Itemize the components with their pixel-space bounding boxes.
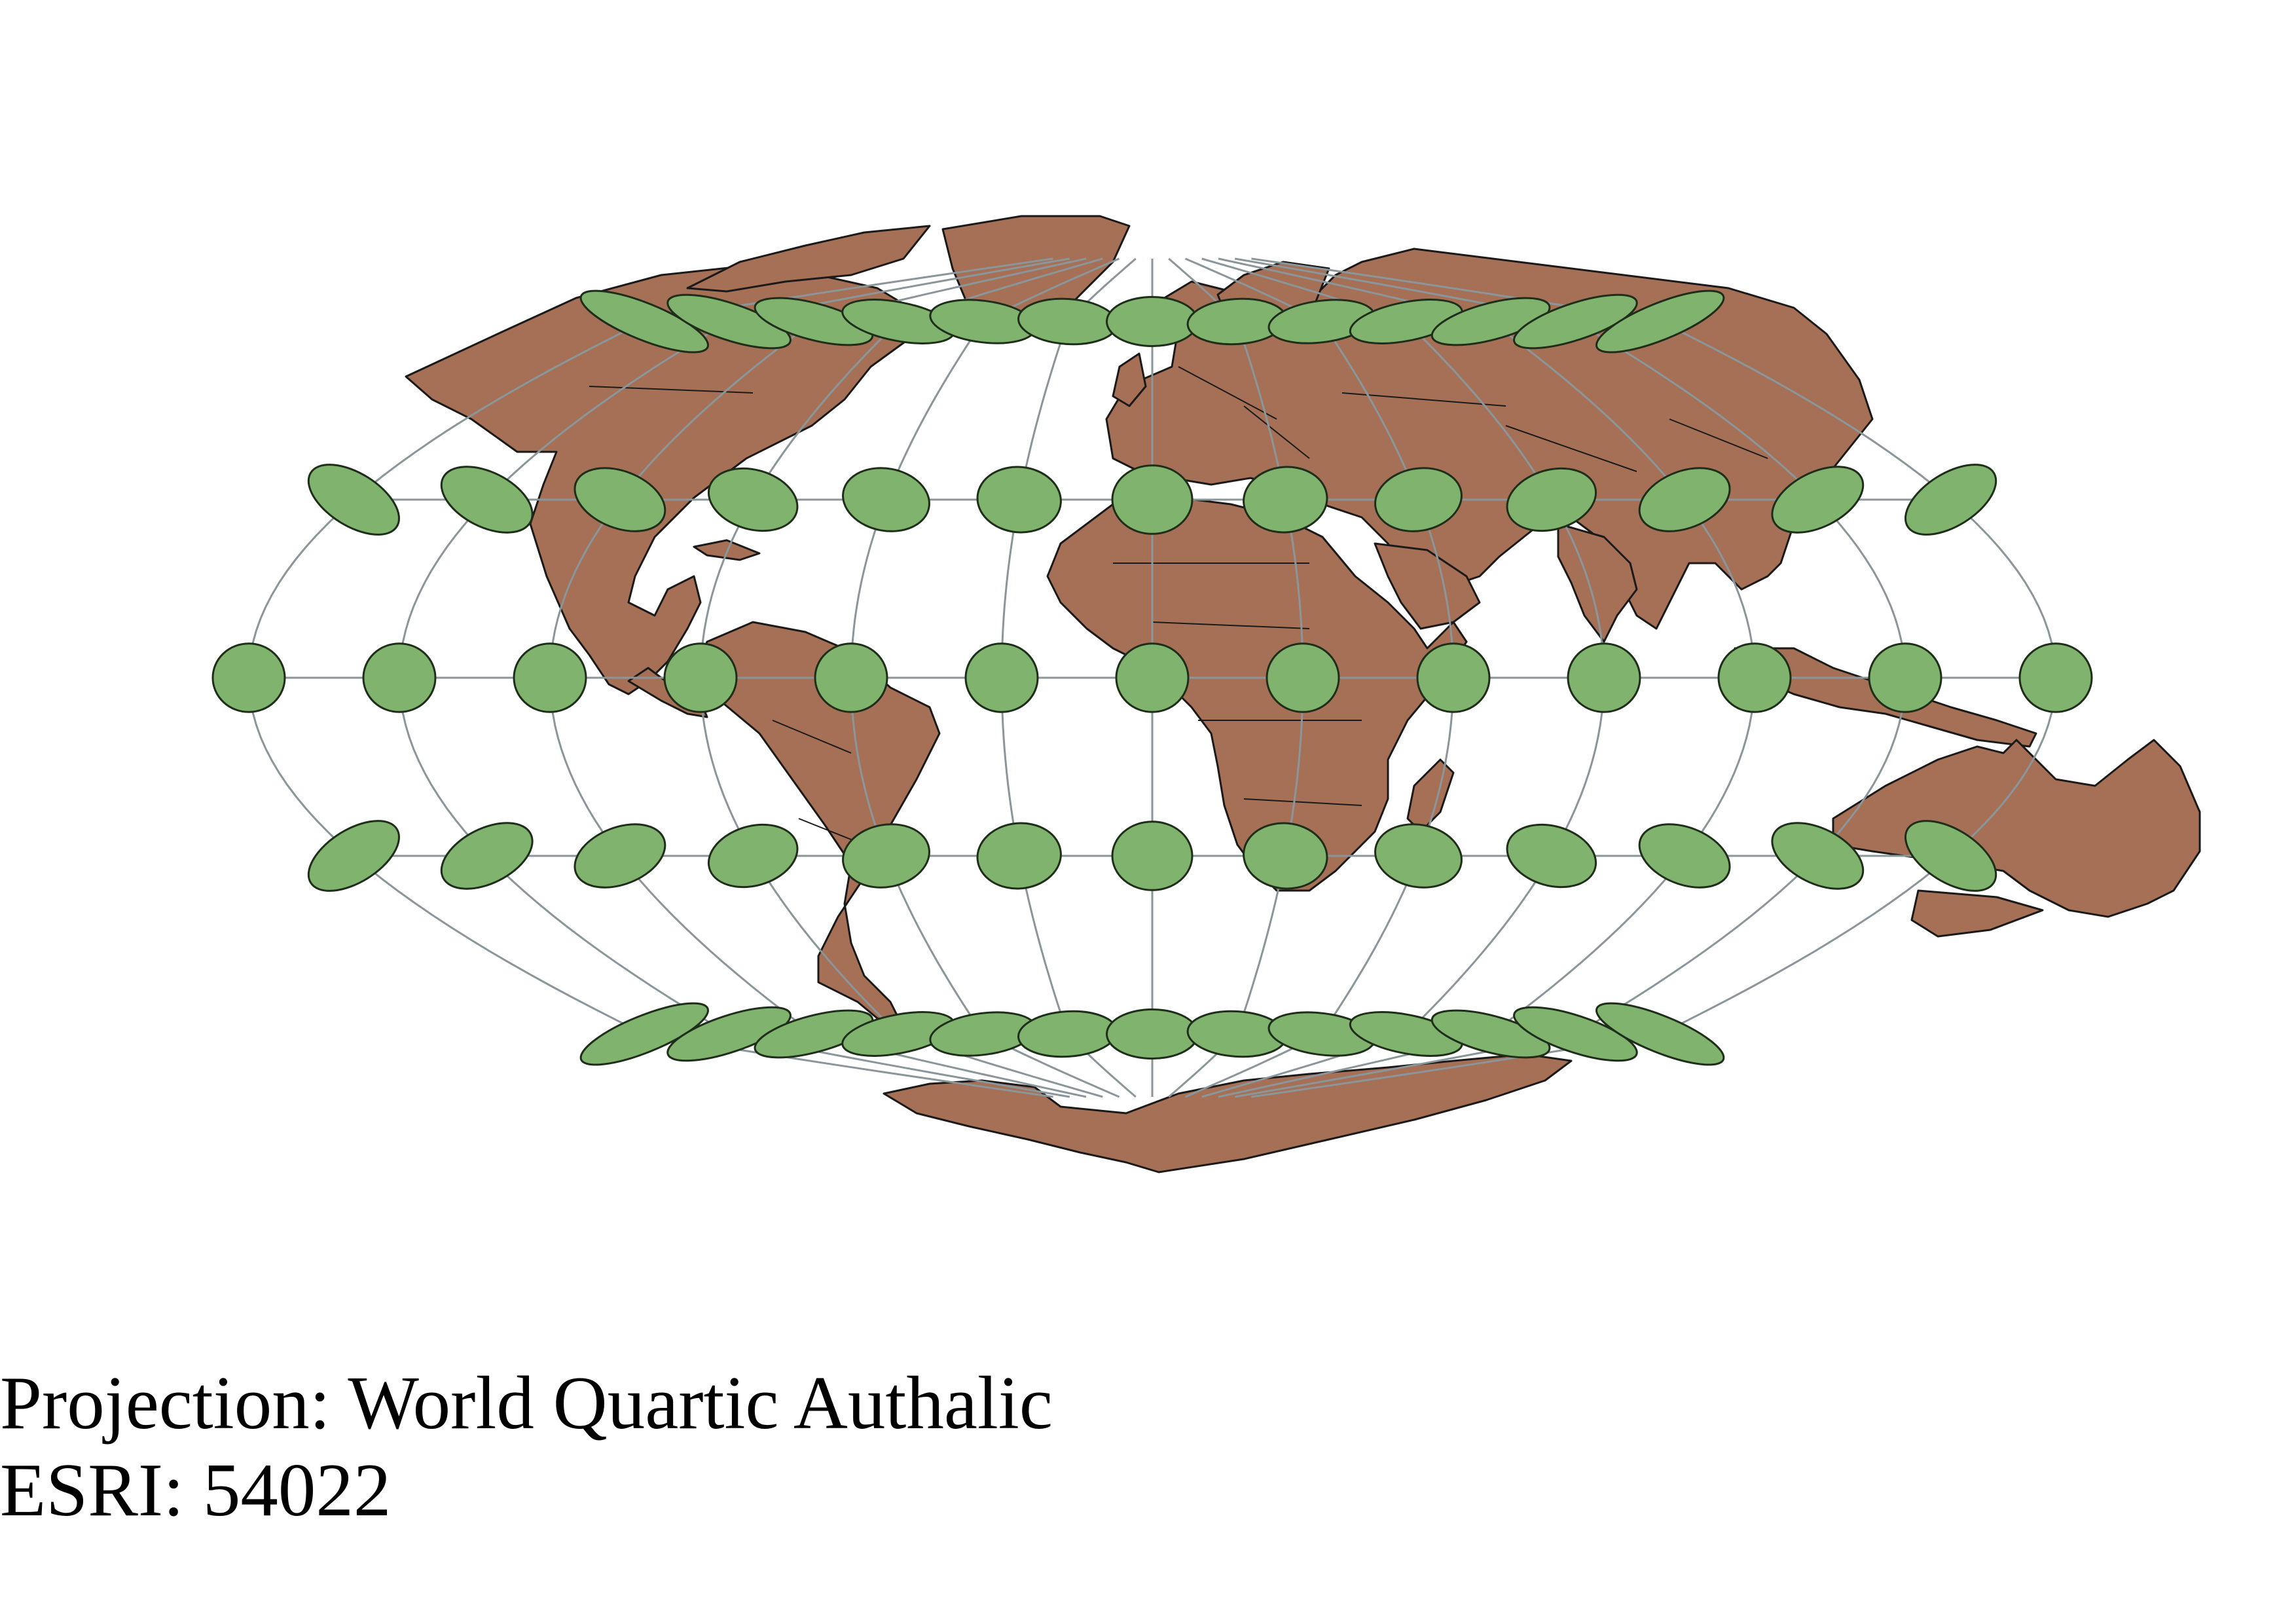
country-border — [1341, 392, 1506, 407]
esri-code-caption: ESRI: 54022 — [0, 1449, 392, 1532]
land-caribbean — [693, 539, 761, 561]
tissot-ellipse — [754, 297, 874, 346]
tissot-ellipse — [1017, 1010, 1118, 1058]
tissot-ellipse — [1374, 467, 1463, 532]
tissot-ellipse — [666, 1006, 792, 1062]
tissot-ellipse — [1243, 822, 1328, 890]
tissot-ellipse — [663, 642, 738, 713]
tissot-ellipse — [964, 642, 1039, 713]
tissot-ellipse — [1266, 642, 1340, 713]
country-border — [772, 720, 852, 754]
tissot-ellipse — [1430, 1009, 1551, 1059]
tissot-ellipse — [842, 467, 930, 532]
tissot-ellipse — [362, 642, 437, 713]
tissot-ellipse — [1513, 293, 1638, 350]
tissot-ellipse — [211, 642, 286, 713]
country-border — [1243, 798, 1362, 806]
tissot-ellipse — [1106, 1008, 1199, 1060]
tissot-ellipse — [1017, 297, 1118, 346]
country-border — [1505, 425, 1637, 472]
tissot-ellipse — [2018, 642, 2093, 713]
tissot-ellipse — [1638, 823, 1731, 889]
tissot-ellipse — [1506, 467, 1597, 532]
tissot-indicatrix — [211, 289, 2093, 1066]
tissot-ellipse — [976, 822, 1062, 890]
tissot-ellipse — [1595, 289, 1725, 354]
tissot-ellipse — [1243, 466, 1328, 534]
country-border — [1152, 621, 1310, 629]
tissot-ellipse — [1416, 642, 1491, 713]
tissot-ellipse — [976, 466, 1062, 534]
tissot-ellipse — [1717, 642, 1792, 713]
tissot-ellipse — [1111, 821, 1194, 891]
tissot-ellipse — [574, 823, 666, 889]
tissot-ellipse — [1115, 642, 1190, 713]
tissot-ellipse — [513, 642, 587, 713]
tissot-ellipse — [1111, 464, 1194, 535]
tissot-ellipse — [1513, 1006, 1638, 1062]
land-arctic-islands — [686, 225, 931, 293]
tissot-ellipse — [440, 822, 534, 890]
land-south-america — [693, 621, 941, 1029]
tissot-ellipse — [666, 293, 792, 350]
tissot-ellipse — [1506, 823, 1597, 889]
tissot-ellipse — [814, 642, 888, 713]
land-new-zealand — [1910, 889, 2044, 938]
tissot-ellipse — [842, 823, 930, 889]
land-australia — [1832, 739, 2201, 918]
tissot-ellipse — [307, 820, 400, 892]
tissot-ellipse — [1771, 822, 1865, 890]
tissot-ellipse — [754, 1009, 874, 1059]
country-border — [1243, 405, 1310, 459]
tissot-ellipse — [1904, 464, 1997, 536]
land-antarctica — [883, 1053, 1573, 1173]
tissot-ellipse — [707, 823, 799, 889]
tissot-ellipse — [1567, 642, 1641, 713]
tissot-ellipse — [1904, 820, 1997, 892]
tissot-ellipse — [1595, 1002, 1725, 1066]
tissot-ellipse — [579, 1002, 709, 1066]
tissot-ellipse — [307, 464, 400, 536]
tissot-ellipse — [1771, 466, 1865, 534]
tissot-ellipse — [1374, 823, 1463, 889]
tissot-ellipse — [579, 289, 709, 354]
tissot-ellipse — [1638, 467, 1731, 532]
tissot-ellipse — [574, 467, 666, 532]
projection-caption: Projection: World Quartic Authalic — [0, 1361, 1053, 1445]
tissot-ellipse — [440, 466, 534, 534]
tissot-ellipse — [707, 467, 799, 532]
tissot-ellipse — [1868, 642, 1942, 713]
country-border — [1178, 366, 1277, 420]
land-great-britain — [1112, 352, 1147, 407]
tissot-ellipse — [1106, 296, 1199, 347]
country-borders — [589, 366, 1768, 845]
tissot-ellipse — [1430, 297, 1551, 346]
country-border — [1669, 418, 1768, 459]
